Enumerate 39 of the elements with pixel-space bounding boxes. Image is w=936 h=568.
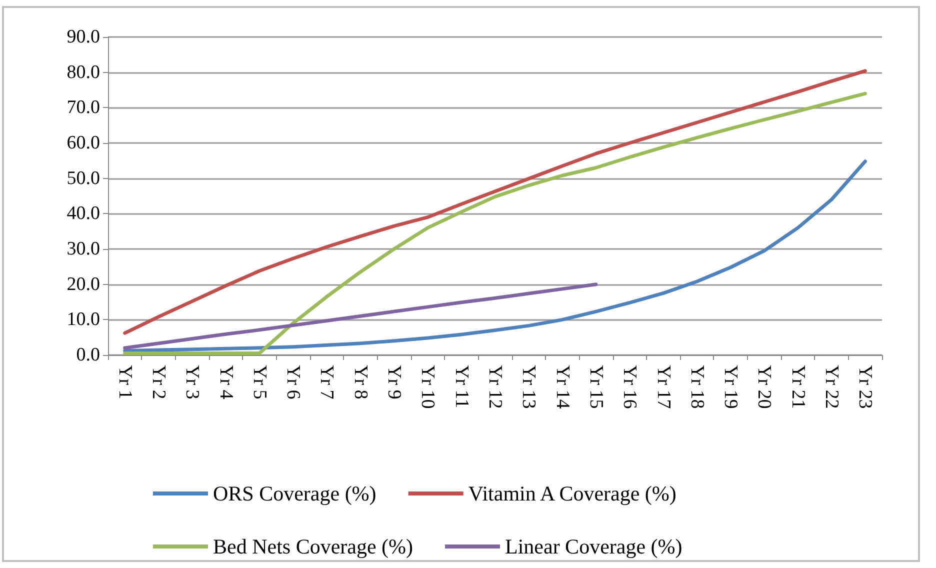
x-tick-label: Yr 16 [619,365,640,409]
x-tick-label: Yr 2 [148,365,169,400]
x-tick-label: Yr 17 [652,365,674,409]
y-tick-label: 10.0 [66,309,100,330]
y-tick-label: 0.0 [76,344,100,366]
x-tick-label: Yr 8 [350,365,371,400]
x-tick-label: Yr 3 [182,365,203,400]
x-tick-label: Yr 19 [720,365,742,409]
x-tick-label: Yr 18 [686,365,708,409]
x-tick-label: Yr 21 [787,365,808,409]
y-tick-label: 50.0 [66,168,100,189]
x-tick-label: Yr 4 [215,365,236,400]
y-tick-label: 30.0 [66,238,100,260]
x-tick-label: Yr 11 [450,365,472,408]
x-tick-label: Yr 10 [417,365,438,409]
x-tick-label: Yr 13 [518,365,540,409]
y-tick-label: 20.0 [66,274,100,295]
x-tick-label: Yr 6 [282,365,304,400]
x-tick-label: Yr 9 [384,365,405,400]
y-tick-label: 80.0 [66,62,100,83]
x-tick-label: Yr 12 [484,365,506,409]
x-tick-label: Yr 22 [821,365,842,409]
x-tick-label: Yr 1 [114,365,136,400]
line-series [123,282,598,350]
legend-label: Bed Nets Coverage (%) [213,534,414,558]
x-tick-label: Yr 23 [854,365,876,409]
y-tick-label: 60.0 [66,132,100,154]
legend-label: Linear Coverage (%) [505,534,682,558]
line-series [123,160,867,353]
x-tick-label: Yr 7 [316,365,338,400]
x-tick-label: Yr 20 [754,365,775,409]
y-tick-label: 70.0 [66,97,100,118]
x-tick-label: Yr 5 [248,365,270,400]
y-tick-label: 90.0 [66,26,100,48]
x-tick-label: Yr 15 [585,365,606,409]
x-tick-label: Yr 14 [552,365,573,410]
legend-label: Vitamin A Coverage (%) [468,482,676,506]
legend-label: ORS Coverage (%) [213,482,376,506]
y-tick-label: 40.0 [66,203,100,224]
